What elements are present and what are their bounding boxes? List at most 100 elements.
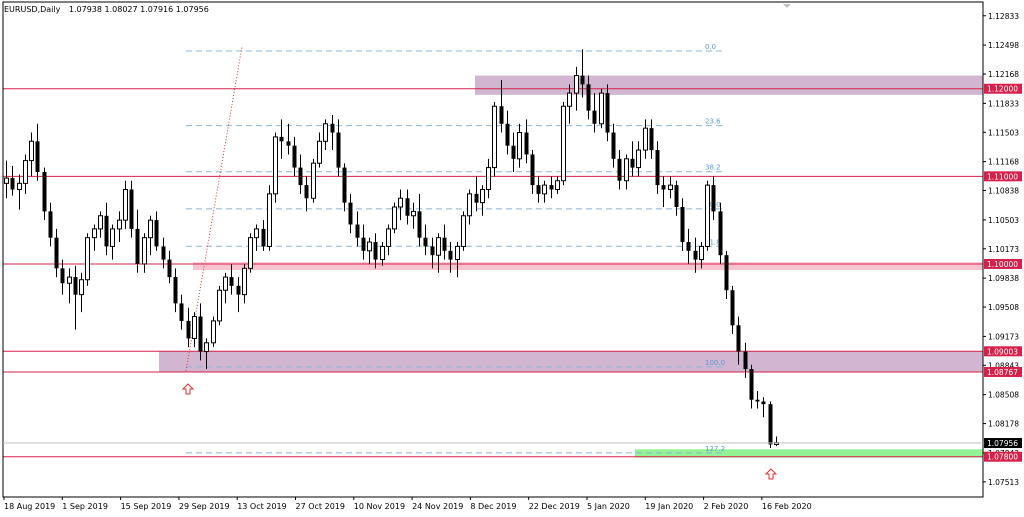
candle[interactable]: [405, 189, 410, 225]
candle[interactable]: [555, 176, 560, 194]
candle[interactable]: [110, 224, 115, 260]
candle[interactable]: [699, 242, 704, 269]
candle[interactable]: [649, 119, 654, 159]
candle[interactable]: [186, 307, 191, 348]
candle[interactable]: [624, 154, 629, 190]
candle[interactable]: [48, 202, 53, 247]
candle[interactable]: [35, 123, 40, 181]
candle[interactable]: [298, 154, 303, 194]
price-level-tag[interactable]: [984, 258, 1022, 269]
candle[interactable]: [761, 397, 766, 418]
candle[interactable]: [417, 193, 422, 247]
candle[interactable]: [29, 132, 34, 177]
candle[interactable]: [261, 220, 266, 251]
zone-resistance-1.12[interactable]: [475, 75, 983, 95]
candle[interactable]: [542, 180, 547, 203]
candle[interactable]: [574, 66, 579, 111]
candle[interactable]: [211, 316, 216, 348]
candle[interactable]: [98, 211, 103, 238]
zone-support-1.09[interactable]: [159, 351, 983, 372]
price-level-tag[interactable]: [984, 451, 1022, 462]
candle[interactable]: [643, 119, 648, 159]
candle[interactable]: [486, 158, 491, 199]
candle[interactable]: [161, 237, 166, 269]
candle[interactable]: [279, 119, 284, 159]
candle[interactable]: [768, 401, 773, 448]
candle[interactable]: [718, 202, 723, 264]
candle[interactable]: [73, 265, 78, 330]
candle[interactable]: [693, 237, 698, 273]
candle[interactable]: [455, 242, 460, 278]
candle[interactable]: [342, 163, 347, 212]
candle[interactable]: [611, 123, 616, 168]
candle[interactable]: [505, 110, 510, 155]
candle[interactable]: [511, 132, 516, 172]
candle[interactable]: [686, 228, 691, 264]
candle[interactable]: [567, 84, 572, 124]
candle[interactable]: [373, 233, 378, 269]
candle[interactable]: [530, 150, 535, 194]
candle[interactable]: [135, 209, 140, 273]
candle[interactable]: [229, 263, 234, 295]
candle[interactable]: [380, 242, 385, 266]
candle[interactable]: [423, 224, 428, 256]
candle[interactable]: [248, 233, 253, 273]
candle[interactable]: [336, 119, 341, 177]
candle[interactable]: [273, 132, 278, 203]
candle[interactable]: [286, 123, 291, 155]
candle[interactable]: [10, 165, 15, 196]
candle[interactable]: [517, 123, 522, 168]
candle[interactable]: [154, 211, 159, 251]
candle[interactable]: [60, 259, 65, 295]
candle[interactable]: [736, 316, 741, 365]
candle[interactable]: [461, 211, 466, 251]
candle[interactable]: [23, 154, 28, 194]
candle[interactable]: [430, 237, 435, 269]
candle[interactable]: [167, 250, 172, 284]
candle[interactable]: [192, 312, 197, 348]
candle[interactable]: [386, 224, 391, 256]
scroll-marker-icon[interactable]: [783, 4, 791, 8]
price-level-tag[interactable]: [984, 346, 1022, 357]
candle[interactable]: [499, 79, 504, 133]
arrow-up-icon[interactable]: [764, 468, 778, 480]
candle[interactable]: [4, 160, 9, 199]
candle[interactable]: [411, 202, 416, 229]
candle[interactable]: [242, 263, 247, 304]
candle[interactable]: [223, 272, 228, 304]
candle[interactable]: [711, 176, 716, 221]
candle[interactable]: [129, 180, 134, 238]
price-level-tag[interactable]: [984, 83, 1022, 94]
candle[interactable]: [586, 75, 591, 120]
candle[interactable]: [367, 237, 372, 264]
current-price-tag[interactable]: [984, 438, 1022, 449]
candle[interactable]: [361, 224, 366, 260]
candle[interactable]: [179, 294, 184, 330]
candle[interactable]: [536, 176, 541, 203]
candle[interactable]: [661, 176, 666, 208]
candle[interactable]: [617, 150, 622, 190]
candle[interactable]: [668, 176, 673, 199]
candle[interactable]: [398, 189, 403, 221]
price-level-tag[interactable]: [984, 171, 1022, 182]
candle[interactable]: [755, 390, 760, 409]
zone-target-1.078[interactable]: [635, 449, 983, 458]
candle[interactable]: [304, 176, 309, 212]
candle[interactable]: [317, 132, 322, 168]
candle[interactable]: [17, 174, 22, 210]
candle[interactable]: [442, 224, 447, 260]
candle[interactable]: [549, 176, 554, 199]
candle[interactable]: [480, 185, 485, 216]
candle[interactable]: [323, 119, 328, 151]
arrow-up-icon[interactable]: [181, 383, 195, 395]
candle[interactable]: [630, 141, 635, 177]
candle[interactable]: [292, 136, 297, 177]
candle[interactable]: [173, 268, 178, 313]
candle[interactable]: [142, 233, 147, 273]
candle[interactable]: [42, 167, 47, 221]
candle[interactable]: [599, 88, 604, 129]
candle[interactable]: [267, 185, 272, 251]
candle[interactable]: [217, 285, 222, 326]
